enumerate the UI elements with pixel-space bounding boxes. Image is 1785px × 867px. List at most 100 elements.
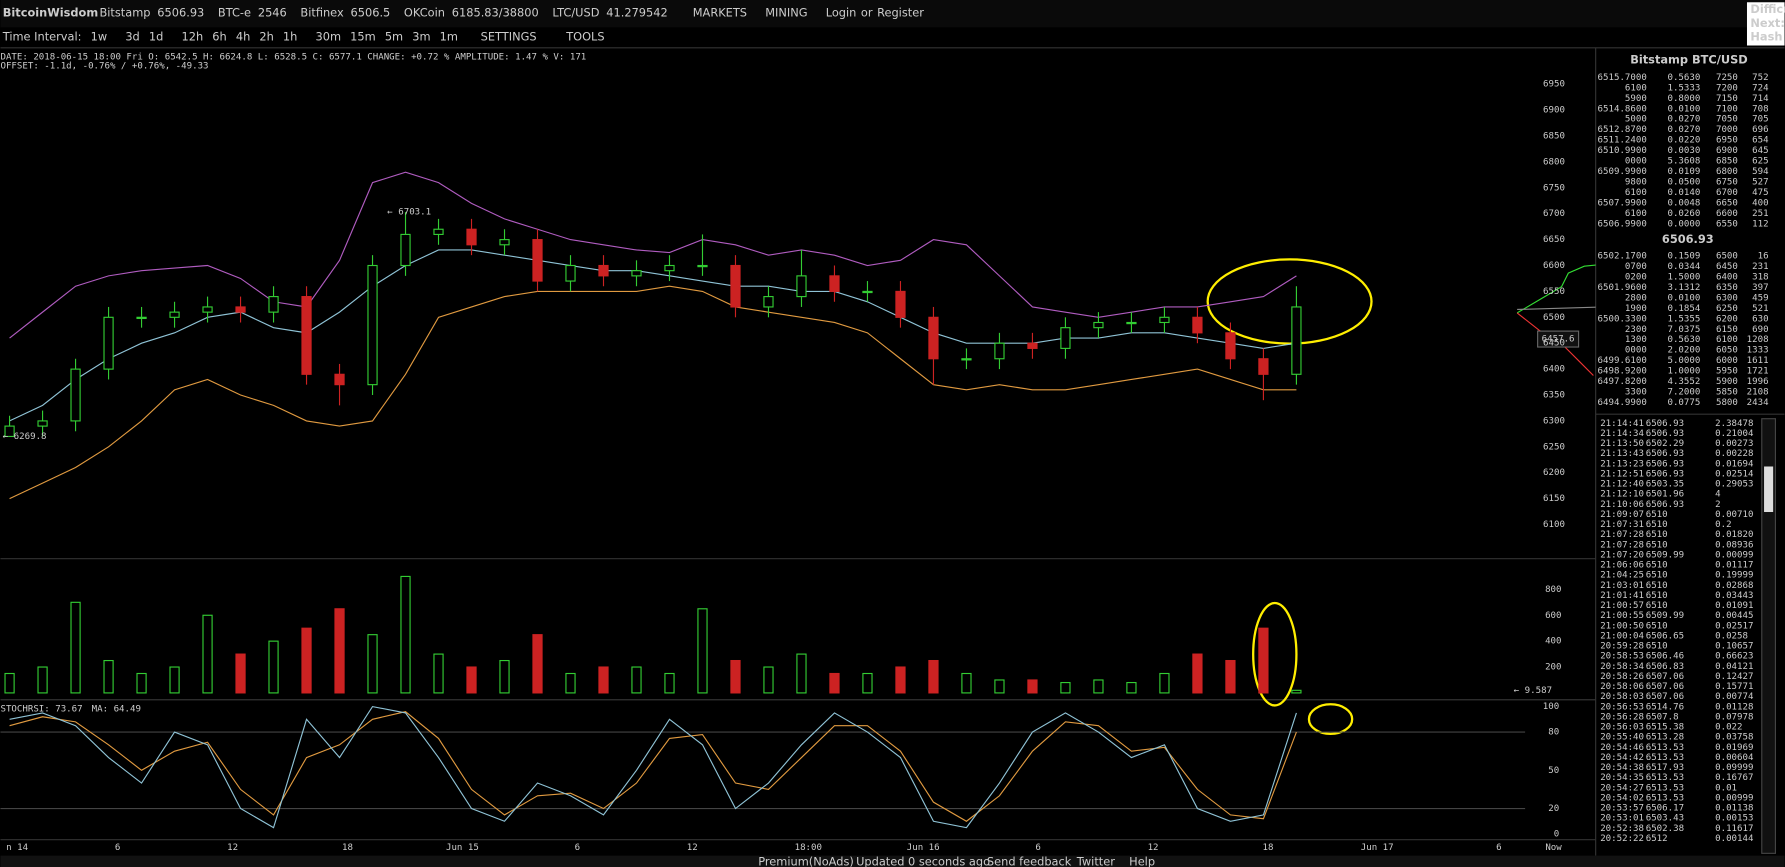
orderbook-cell: 6499.6100 [1598, 356, 1647, 366]
orderbook-cell: 594 [1752, 167, 1769, 177]
depth-mid [1517, 306, 1596, 311]
orderbook-cell: 724 [1752, 83, 1769, 93]
orderbook-cell: 0.0109 [1667, 167, 1700, 177]
market-name[interactable]: Bitstamp [99, 6, 150, 20]
interval[interactable]: 1w [91, 30, 108, 44]
trade-time: 20:59:28 [1600, 642, 1644, 652]
orderbook-cell: 3300 [1625, 388, 1647, 398]
orderbook-cell: 0.0500 [1667, 178, 1700, 188]
menu[interactable]: MINING [765, 6, 807, 20]
x-tick-label: 6 [575, 843, 580, 853]
y-tick-label: 6200 [1543, 468, 1565, 478]
trade-amount: 0.08936 [1715, 540, 1753, 550]
interval[interactable]: 3d [125, 30, 139, 44]
trade-amount: 0.00999 [1715, 793, 1753, 803]
trade-time: 21:13:23 [1600, 459, 1644, 469]
y-tick-label: 6550 [1543, 287, 1565, 297]
register[interactable]: Register [877, 6, 924, 20]
y-tick-label: 6650 [1543, 235, 1565, 245]
orderbook-cell: 6750 [1716, 178, 1738, 188]
orderbook-cell: 16 [1758, 252, 1769, 262]
scrollbar[interactable] [1761, 418, 1776, 854]
orderbook-cell: 6950 [1716, 136, 1738, 146]
footer-link[interactable]: Premium(NoAds) [758, 854, 854, 867]
interval[interactable]: 1h [283, 30, 297, 44]
market-name[interactable]: Bitfinex [300, 6, 344, 20]
orderbook-cell: 6250 [1716, 304, 1738, 314]
volume-bar [70, 601, 81, 694]
interval[interactable]: 15m [350, 30, 376, 44]
orderbook-cell: 690 [1752, 325, 1768, 335]
trade-time: 21:14:34 [1600, 429, 1644, 439]
orderbook-cell: 625 [1752, 157, 1768, 167]
footer-link: Updated 0 seconds ago [856, 854, 990, 867]
y-tick-label: 6850 [1543, 132, 1565, 142]
footer-link[interactable]: Twitter [1076, 854, 1115, 867]
trade-price: 6510 [1646, 510, 1668, 520]
settings[interactable]: SETTINGS [481, 30, 537, 44]
interval[interactable]: 12h [182, 30, 204, 44]
orderbook-cell: 6100 [1625, 188, 1647, 198]
trade-amount: 0.00144 [1715, 834, 1754, 844]
trade-time: 20:54:42 [1600, 753, 1644, 763]
orderbook-cell: 318 [1752, 272, 1768, 282]
orderbook-cell: 1721 [1747, 367, 1769, 377]
orderbook-cell: 475 [1752, 188, 1768, 198]
orderbook-cell: 7000 [1716, 125, 1738, 135]
interval[interactable]: 4h [236, 30, 250, 44]
market-name[interactable]: BTC-e [218, 6, 251, 20]
orderbook-cell: 1208 [1747, 335, 1769, 345]
y-tick-label: 400 [1545, 637, 1561, 647]
trade-time: 21:00:57 [1600, 601, 1644, 611]
volume-bar [433, 653, 444, 694]
orderbook-cell: 6494.9900 [1598, 398, 1647, 408]
candle-body [1093, 321, 1104, 329]
orderbook-cell: 6100 [1716, 335, 1738, 345]
y-tick-label: 6950 [1543, 80, 1565, 90]
scroll-thumb[interactable] [1764, 466, 1774, 513]
orderbook-cell: 0.8000 [1667, 94, 1700, 104]
trade-amount: 0.66623 [1715, 652, 1753, 662]
trade-amount: 0.02868 [1715, 581, 1753, 591]
footer-link[interactable]: Help [1129, 854, 1155, 867]
y-tick-label: 80 [1548, 728, 1559, 738]
interval[interactable]: 6h [212, 30, 226, 44]
interval[interactable]: 1d [149, 30, 163, 44]
side-label: Difficu [1750, 2, 1785, 16]
depth-marker: 6457.6 [1542, 335, 1575, 345]
orderbook-cell: 5850 [1716, 388, 1738, 398]
brand[interactable]: BitcoinWisdom [3, 6, 98, 20]
trade-price: 6506.65 [1646, 631, 1684, 641]
volume-bar [499, 659, 510, 694]
interval[interactable]: 5m [385, 30, 403, 44]
volume-bar [235, 653, 246, 694]
interval[interactable]: 30m [316, 30, 342, 44]
menu[interactable]: MARKETS [693, 6, 747, 20]
interval[interactable]: 2h [259, 30, 273, 44]
candle-body [862, 290, 873, 294]
trade-amount: 0.00445 [1715, 611, 1753, 621]
trade-price: 6513.53 [1646, 793, 1684, 803]
trade-price: 6510 [1646, 591, 1668, 601]
trade-time: 21:12:10 [1600, 490, 1644, 500]
footer-link[interactable]: Send feedback [987, 854, 1072, 867]
tools[interactable]: TOOLS [565, 30, 604, 44]
volume-bar [1093, 679, 1104, 694]
trade-time: 20:54:02 [1600, 793, 1644, 803]
market-name[interactable]: LTC/USD [552, 6, 599, 20]
candle-body [796, 275, 807, 298]
interval[interactable]: 1m [440, 30, 458, 44]
trade-time: 21:13:50 [1600, 439, 1644, 449]
market-name[interactable]: OKCoin [404, 6, 445, 20]
candle-body [598, 264, 609, 277]
trade-amount: 0.00228 [1715, 449, 1753, 459]
login[interactable]: Login [826, 6, 857, 20]
trade-price: 6506.93 [1646, 500, 1684, 510]
annotation-ellipse [1206, 258, 1373, 345]
interval[interactable]: 3m [412, 30, 430, 44]
orderbook-cell: 6550 [1716, 219, 1738, 229]
trade-time: 21:06:06 [1600, 561, 1644, 571]
trade-amount: 0.21004 [1715, 429, 1754, 439]
